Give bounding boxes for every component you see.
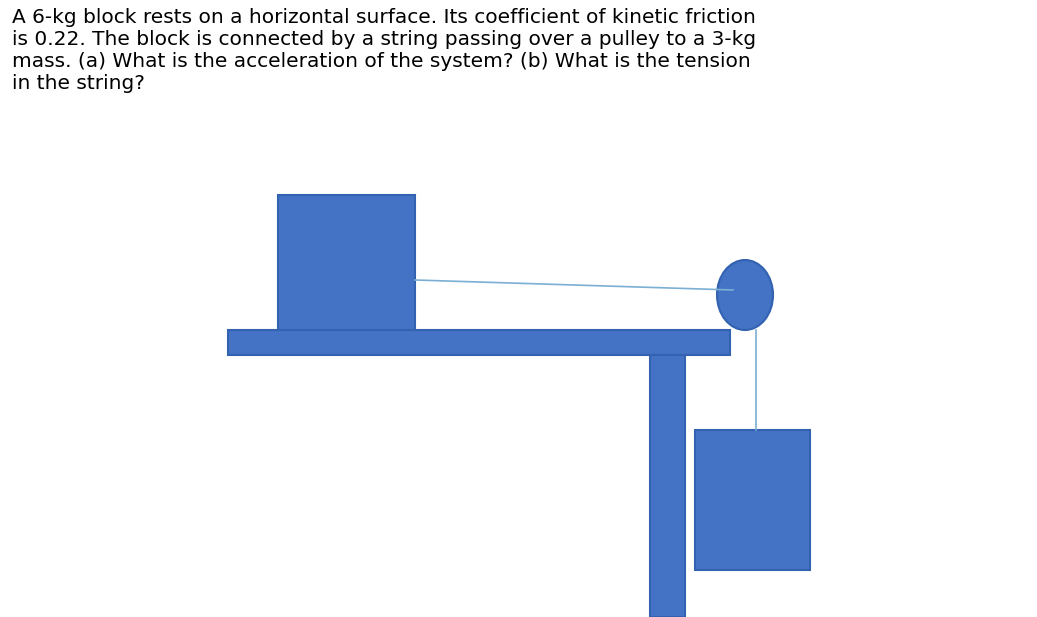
Ellipse shape xyxy=(717,260,773,330)
Bar xyxy=(650,355,685,617)
Bar xyxy=(695,430,810,570)
Text: A 6-kg block rests on a horizontal surface. Its coefficient of kinetic friction
: A 6-kg block rests on a horizontal surfa… xyxy=(12,8,756,93)
Bar xyxy=(228,330,730,355)
Bar xyxy=(278,195,415,330)
